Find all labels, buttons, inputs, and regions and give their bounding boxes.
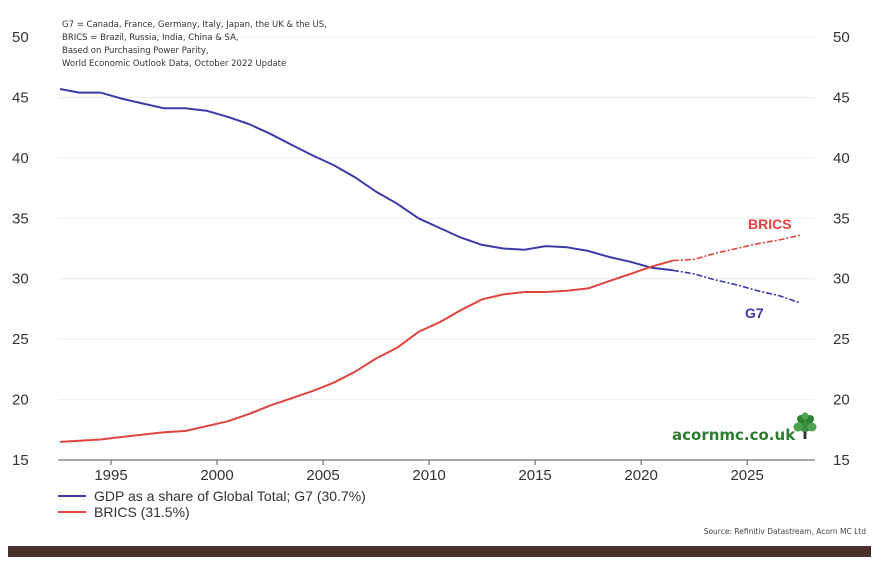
x-tick-label: 2005 bbox=[306, 467, 339, 484]
y-tick-label-right: 40 bbox=[833, 150, 850, 167]
y-tick-label-right: 30 bbox=[833, 271, 850, 288]
series-line-g7 bbox=[59, 88, 674, 272]
y-tick-label-left: 20 bbox=[12, 392, 29, 409]
x-tick-label: 2020 bbox=[624, 467, 657, 484]
y-tick-label-right: 20 bbox=[833, 392, 850, 409]
y-axis-right: 15 20 25 30 35 40 45 50 bbox=[833, 29, 850, 469]
note-data-source: World Economic Outlook Data, October 202… bbox=[62, 59, 286, 69]
y-tick-label-right: 25 bbox=[833, 331, 850, 348]
brand-text: acornmc.co.uk bbox=[672, 426, 796, 444]
y-tick-label-left: 15 bbox=[12, 452, 29, 469]
y-tick-label-left: 35 bbox=[12, 210, 29, 227]
y-tick-label-left: 50 bbox=[12, 29, 29, 46]
y-tick-label-left: 25 bbox=[12, 331, 29, 348]
y-tick-label-left: 30 bbox=[12, 271, 29, 288]
y-tick-label-right: 15 bbox=[833, 452, 850, 469]
note-brics-definition: BRICS = Brazil, Russia, India, China & S… bbox=[62, 33, 239, 43]
legend: GDP as a share of Global Total; G7 (30.7… bbox=[58, 488, 366, 520]
series-projection-brics bbox=[672, 234, 801, 262]
x-tick-label: 2025 bbox=[730, 467, 763, 484]
x-axis: 1995 2000 2005 2010 2015 2020 2025 bbox=[58, 459, 815, 484]
footer-bar bbox=[8, 546, 871, 557]
series-layer bbox=[59, 88, 801, 443]
source-note: Source: Refinitiv Datastream, Acorn MC L… bbox=[704, 527, 867, 536]
y-tick-label-right: 50 bbox=[833, 29, 850, 46]
x-tick-label: 2015 bbox=[518, 467, 551, 484]
note-g7-definition: G7 = Canada, France, Germany, Italy, Jap… bbox=[62, 20, 327, 30]
x-tick-label: 2000 bbox=[200, 467, 233, 484]
x-tick-label: 1995 bbox=[94, 467, 127, 484]
brand-mark: acornmc.co.uk bbox=[672, 412, 817, 444]
series-label-g7: G7 bbox=[745, 305, 764, 321]
y-tick-label-left: 40 bbox=[12, 150, 29, 167]
y-axis-left: 15 20 25 30 35 40 45 50 bbox=[12, 29, 29, 469]
y-tick-label-left: 45 bbox=[12, 89, 29, 106]
notes-block: G7 = Canada, France, Germany, Italy, Jap… bbox=[62, 20, 327, 69]
tree-icon bbox=[793, 412, 817, 439]
legend-label-g7: GDP as a share of Global Total; G7 (30.7… bbox=[94, 488, 366, 504]
series-label-brics: BRICS bbox=[748, 216, 792, 232]
legend-label-brics: BRICS (31.5%) bbox=[94, 504, 190, 520]
series-line-brics bbox=[60, 259, 674, 443]
series-projection-g7 bbox=[672, 269, 801, 304]
y-tick-label-right: 35 bbox=[833, 210, 850, 227]
note-ppp-basis: Based on Purchasing Power Parity, bbox=[62, 46, 209, 56]
gridlines bbox=[58, 36, 815, 401]
y-tick-label-right: 45 bbox=[833, 89, 850, 106]
x-tick-label: 2010 bbox=[412, 467, 445, 484]
